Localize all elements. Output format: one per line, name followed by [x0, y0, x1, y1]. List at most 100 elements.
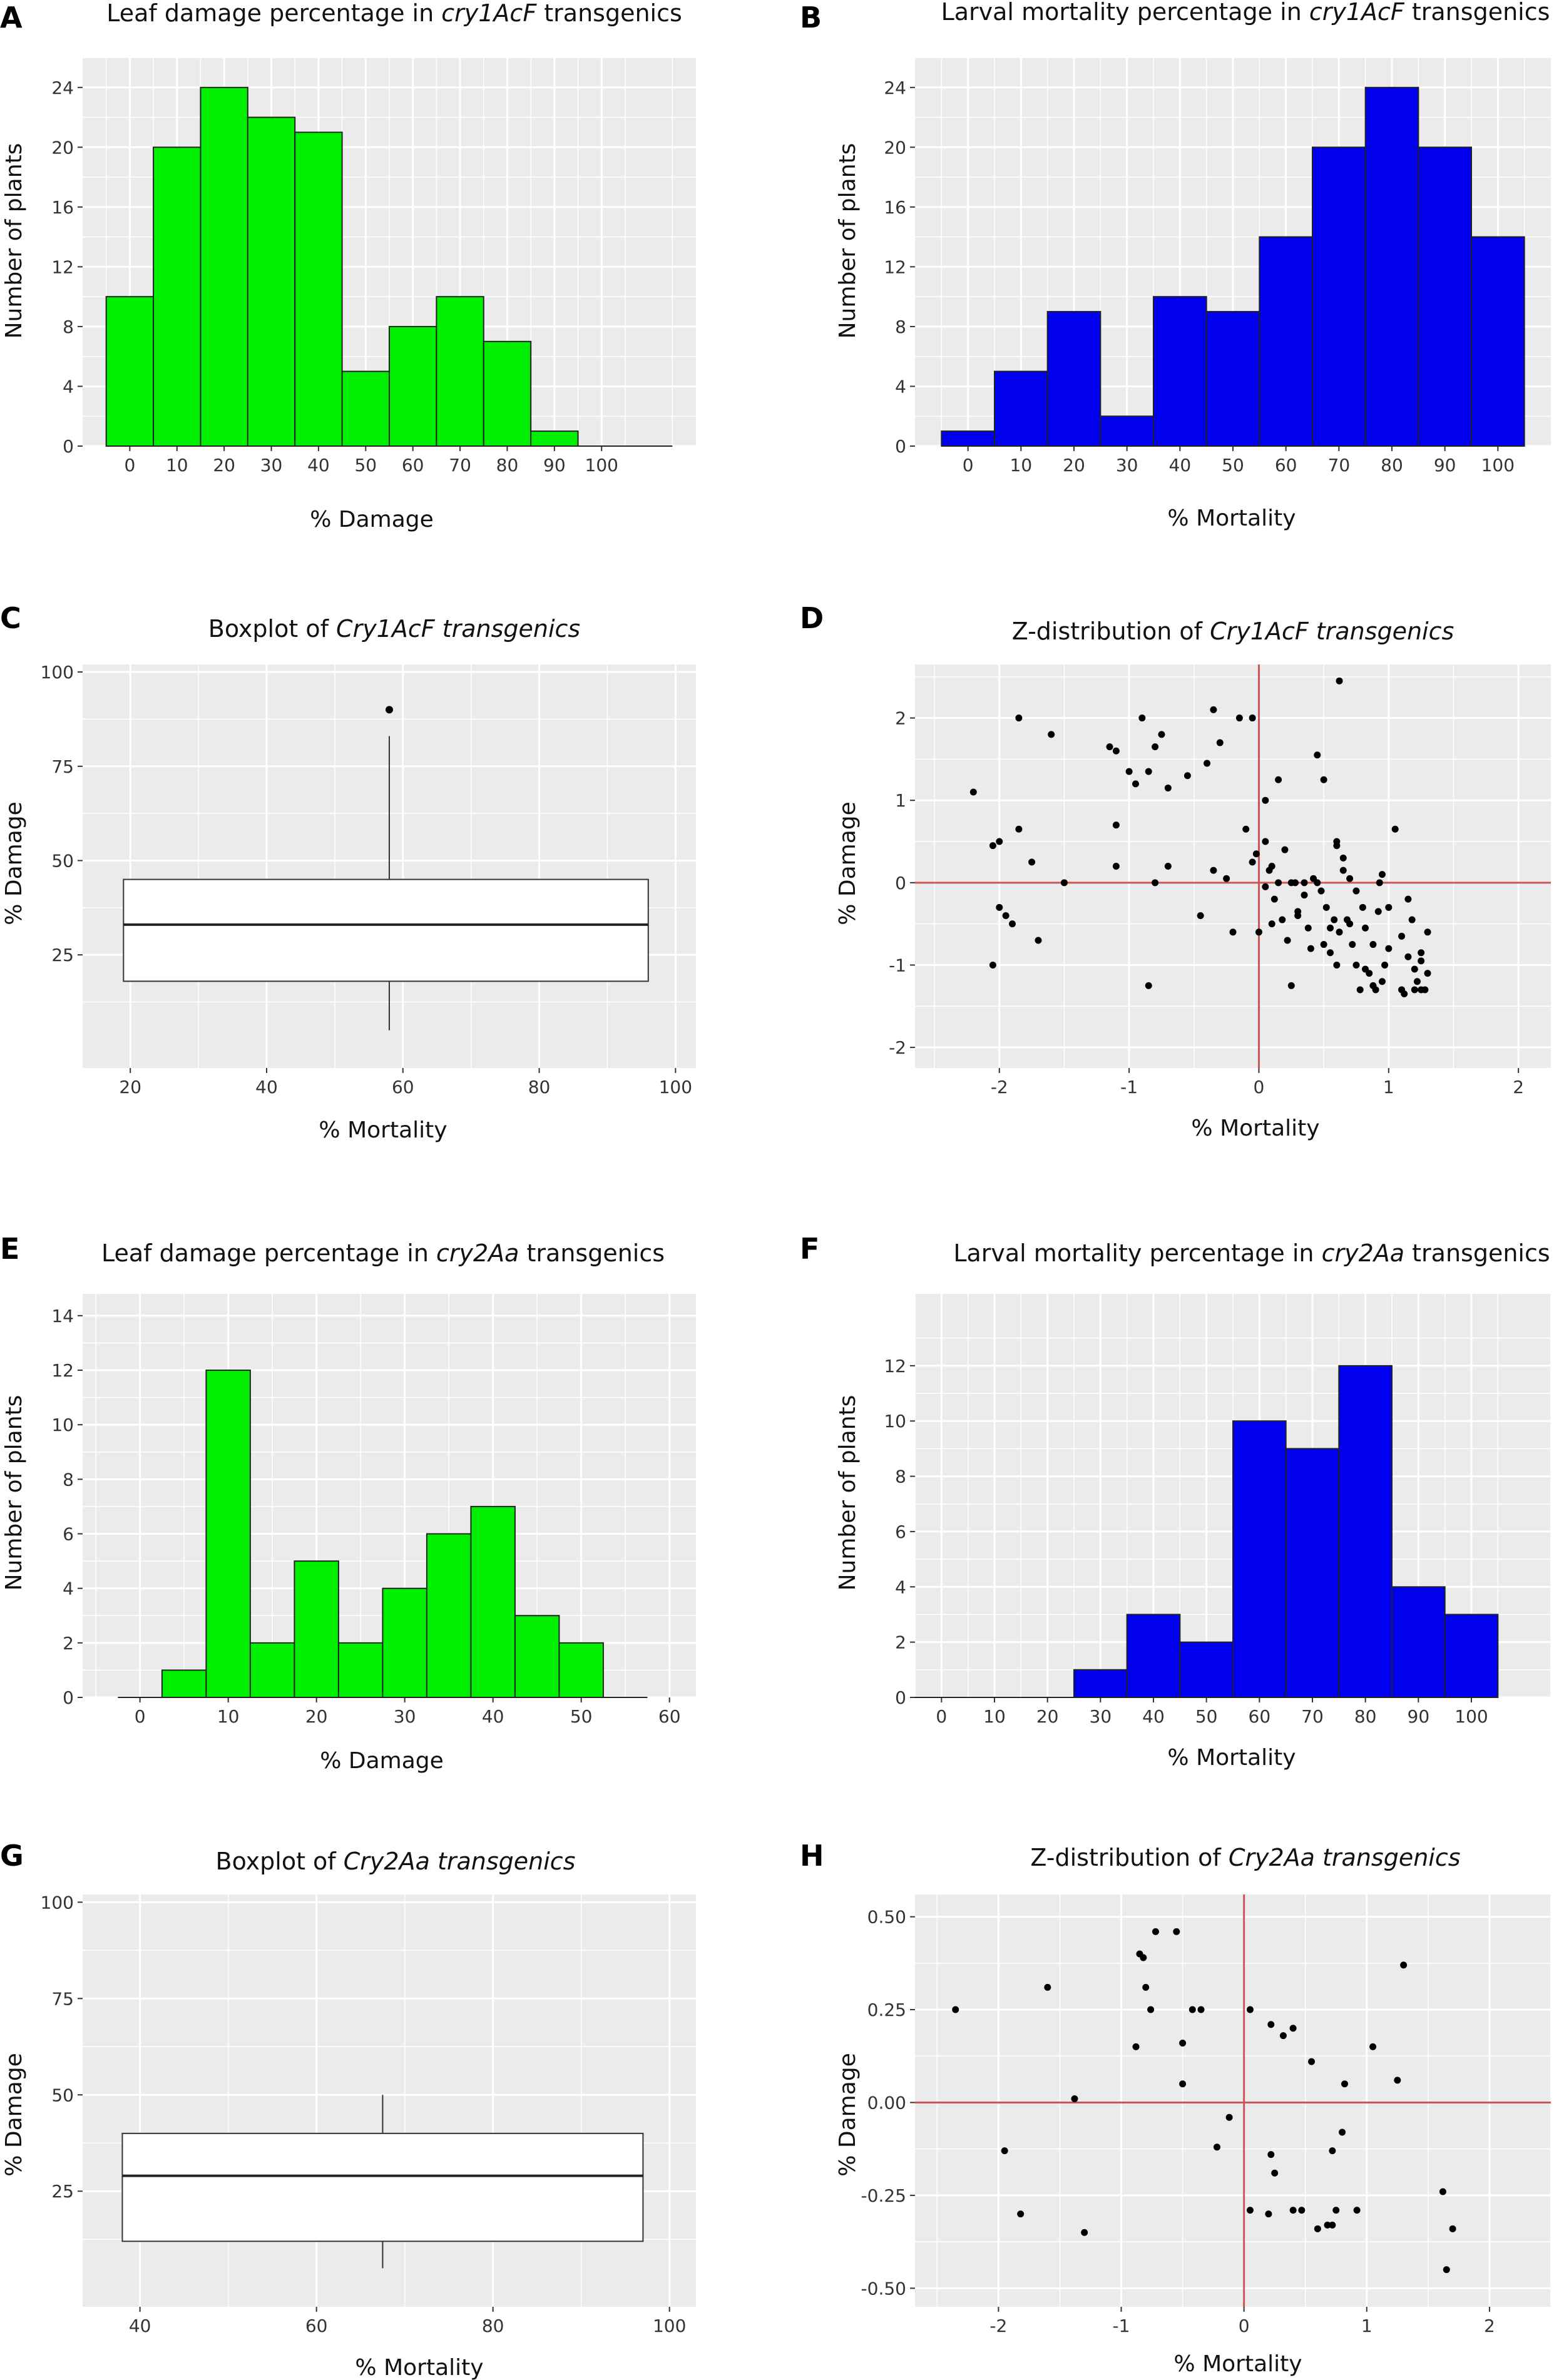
scatter-point: [1179, 2039, 1187, 2047]
x-tick-label: 100: [653, 2316, 686, 2336]
bar: [1232, 1420, 1287, 1699]
scatter-point: [1267, 2021, 1275, 2028]
bar: [105, 296, 155, 447]
scatter-point: [996, 838, 1003, 845]
x-tick-label: 70: [449, 455, 471, 475]
x-tick-label: 0: [124, 455, 135, 475]
y-tick-label: 4: [895, 1577, 906, 1597]
scatter-point: [1071, 2095, 1078, 2103]
scatter-point: [1449, 2225, 1456, 2232]
y-tick-label: 75: [51, 1988, 74, 2009]
bar: [1285, 1448, 1340, 1698]
x-tick-label: 10: [983, 1706, 1006, 1727]
scatter-point: [996, 903, 1003, 911]
x-axis-label: % Damage: [320, 1748, 444, 1774]
scatter-point: [1320, 941, 1327, 948]
scatter-point: [1324, 2221, 1331, 2229]
scatter-point: [1265, 2210, 1272, 2218]
bar: [294, 1560, 339, 1698]
x-tick-label: 90: [1434, 455, 1456, 475]
scatter-point: [1394, 2077, 1401, 2084]
bar: [382, 1587, 427, 1699]
scatter-point: [1332, 2207, 1340, 2214]
x-tick-label: 40: [129, 2316, 151, 2336]
bar: [1153, 296, 1207, 447]
x-tick-label: 50: [354, 455, 377, 475]
scatter-point: [1017, 2210, 1025, 2218]
scatter-point: [1408, 916, 1416, 923]
scatter-point: [1147, 2006, 1155, 2013]
scatter-point: [1385, 903, 1393, 911]
scatter-point: [1356, 986, 1364, 994]
scatter-point: [1398, 932, 1406, 940]
y-tick-label: 0: [895, 1687, 906, 1708]
scatter-point: [1164, 863, 1172, 870]
scatter-point: [1301, 879, 1308, 887]
scatter-point: [1339, 867, 1347, 874]
marks: [915, 1365, 1499, 1699]
scatter-point: [952, 2006, 959, 2013]
scatter-point: [1246, 2207, 1254, 2214]
scatter-point: [1292, 879, 1299, 887]
y-tick-label: 100: [41, 662, 74, 683]
y-tick-label: 2: [63, 1633, 74, 1654]
scatter-point: [1352, 887, 1360, 895]
x-tick-label: 30: [1116, 455, 1138, 475]
y-axis-label: % Damage: [835, 2053, 861, 2177]
y-tick-label: 0.00: [867, 2092, 906, 2113]
scatter-point: [1376, 879, 1383, 887]
scatter-point: [1179, 2080, 1187, 2088]
y-tick-label: 1: [895, 790, 906, 811]
x-axis-label: % Mortality: [1191, 1116, 1319, 1141]
scatter-point: [1349, 941, 1356, 948]
scatter-point: [1189, 2006, 1196, 2013]
panel-label: H: [800, 1839, 824, 1873]
scatter-point: [1214, 2144, 1221, 2151]
x-tick-label: 30: [260, 455, 283, 475]
y-tick-label: 20: [51, 137, 74, 158]
y-tick-label: 24: [884, 78, 906, 98]
scatter-point: [1385, 945, 1393, 952]
y-tick-label: 0: [895, 436, 906, 457]
marks: [915, 1894, 1551, 2307]
x-tick-label: 2: [1513, 1077, 1524, 1097]
panel-label: A: [0, 1, 23, 34]
x-tick-label: 10: [217, 1706, 240, 1727]
scatter-point: [1112, 821, 1120, 829]
scatter-point: [1336, 677, 1343, 684]
scatter-point: [1275, 776, 1282, 783]
x-tick-label: 30: [1090, 1706, 1112, 1727]
x-tick-label: 20: [1036, 1706, 1059, 1727]
bar: [200, 86, 248, 447]
scatter-point: [1252, 850, 1260, 858]
scatter-point: [1210, 706, 1217, 713]
bar: [153, 146, 202, 447]
scatter-point: [1028, 858, 1036, 866]
y-tick-label: 8: [895, 317, 906, 337]
scatter-point: [1317, 887, 1325, 895]
x-tick-label: 90: [1408, 1706, 1430, 1727]
x-tick-label: 0: [1254, 1077, 1265, 1097]
scatter-point: [1378, 871, 1386, 878]
scatter-point: [1381, 961, 1389, 969]
bar: [1338, 1365, 1393, 1698]
bar: [558, 1642, 604, 1699]
bar: [341, 370, 390, 447]
marks: [915, 664, 1551, 1068]
x-tick-label: 2: [1484, 2316, 1495, 2336]
y-tick-label: 0: [895, 873, 906, 893]
scatter-point: [1270, 895, 1278, 903]
scatter-point: [1439, 2188, 1446, 2195]
x-tick-label: -2: [991, 1077, 1008, 1097]
scatter-point: [1352, 961, 1360, 969]
bar: [1100, 415, 1155, 447]
scatter-point: [1267, 2151, 1275, 2159]
scatter-point: [1152, 743, 1159, 751]
scatter-point: [1223, 875, 1230, 882]
scatter-point: [1378, 978, 1386, 985]
tick-labels: -2 -1 0 1 2 -2 -1 0 1 2: [889, 708, 1524, 1097]
y-axis-label: % Damage: [835, 801, 861, 925]
scatter-point: [1424, 970, 1431, 977]
x-axis-label: % Mortality: [1173, 2351, 1302, 2377]
scatter-point: [1304, 924, 1312, 932]
